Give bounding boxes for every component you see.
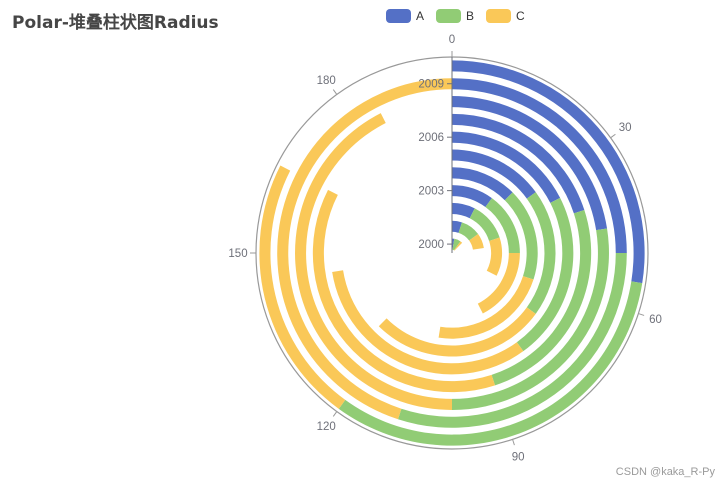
legend-label-b: B (466, 9, 475, 23)
bar-a-2003 (452, 185, 492, 208)
bar-c-2006 (332, 270, 524, 375)
bar-b-2010 (338, 281, 643, 446)
bar-c-2001 (469, 234, 484, 250)
legend-label-a: A (416, 9, 425, 23)
radius-label-2003: 2003 (418, 186, 444, 198)
legend-item-b[interactable]: B (436, 9, 474, 23)
bar-b-2007 (491, 209, 592, 386)
angle-tick-label: 0 (449, 34, 455, 46)
bar-b-2001 (458, 222, 479, 241)
bar-b-2005 (526, 192, 556, 314)
legend: A B C (386, 9, 537, 23)
bar-a-2007 (452, 113, 585, 214)
bar-a-2006 (452, 131, 561, 203)
legend-item-c[interactable]: C (486, 9, 525, 23)
angle-tick-label: 90 (512, 452, 525, 464)
bar-c-2004 (438, 276, 534, 339)
chart-title: Polar-堆叠柱状图Radius (12, 13, 219, 33)
bar-a-2001 (452, 220, 462, 233)
bar-a-2005 (452, 149, 536, 199)
legend-swatch-a (386, 9, 411, 23)
bar-c-2007 (312, 189, 496, 393)
angle-tick-label: 30 (619, 122, 632, 134)
bar-a-2004 (452, 167, 513, 201)
bar-b-2000 (452, 238, 461, 251)
bar-b-2006 (516, 197, 574, 352)
radius-label-2006: 2006 (418, 132, 444, 144)
bar-c-2002 (486, 237, 503, 276)
bar-b-2004 (504, 192, 538, 280)
bar-a-2000 (452, 238, 455, 250)
bar-c-2005 (378, 307, 536, 357)
watermark: CSDN @kaka_R-Py (615, 466, 715, 478)
bar-a-2009 (452, 78, 627, 253)
angle-tick (332, 411, 338, 417)
legend-item-a[interactable]: A (386, 9, 424, 23)
angle-tick-label: 180 (317, 75, 336, 87)
legend-swatch-c (486, 9, 512, 23)
bar-a-2002 (452, 202, 475, 219)
legend-swatch-b (436, 9, 462, 23)
angle-tick-label: 150 (228, 248, 247, 260)
angle-tick-label: 120 (317, 421, 336, 433)
legend-label-c: C (516, 9, 525, 23)
bar-b-2003 (485, 198, 520, 253)
radius-label-2000: 2000 (418, 239, 444, 251)
angle-tick (610, 133, 616, 139)
bar-c-2010 (259, 165, 346, 409)
angle-tick (638, 313, 645, 316)
radius-label-2009: 2009 (418, 79, 444, 91)
angle-tick (512, 439, 515, 446)
bar-c-2000 (453, 241, 463, 251)
angle-tick (332, 89, 338, 95)
bar-b-2002 (469, 208, 500, 241)
bar-c-2003 (477, 253, 520, 314)
bar-a-2008 (452, 96, 608, 231)
angle-tick-label: 60 (649, 314, 662, 326)
